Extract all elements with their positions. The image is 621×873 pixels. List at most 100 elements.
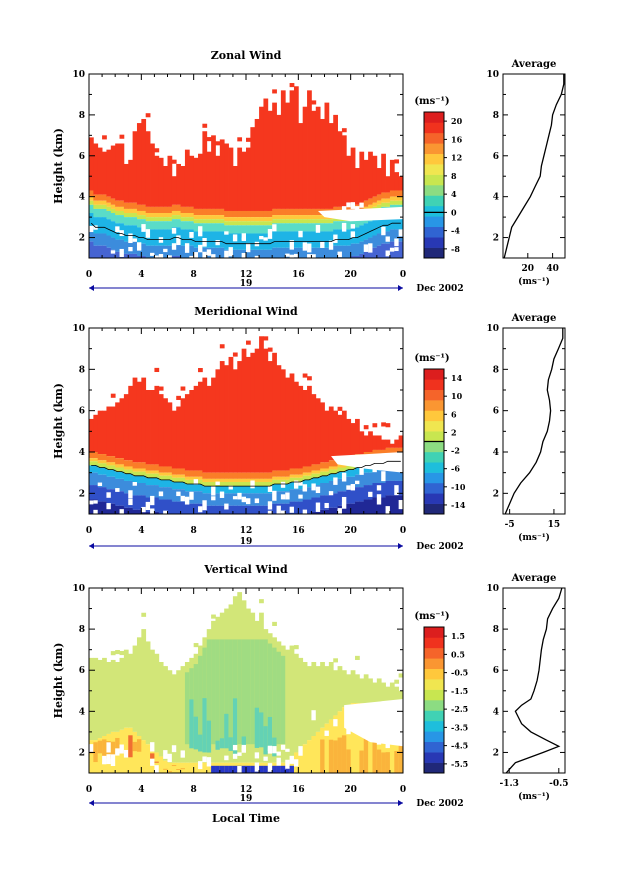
data-gap [211,486,216,496]
heatmap-cell [141,471,147,476]
heatmap-cell [376,204,382,209]
heatmap-cell [171,219,177,228]
colorbar-swatch [424,700,444,711]
heatmap-cell [224,217,229,222]
axes: 0 4 8 12 16 20 0 2 4 6 8 10 Height (km) [52,324,406,536]
heatmap-cell [241,639,247,745]
heatmap-cell [246,765,251,773]
heatmap-cell [289,477,295,482]
heatmap-cell [363,732,369,773]
heatmap-cell [102,208,107,218]
heatmap-cell [280,247,286,258]
heatmap-cell [311,473,317,478]
heatmap-cell [359,474,365,488]
heatmap-cell [337,414,343,459]
heatmap-cell [224,472,229,479]
heatmap-cell [136,471,142,476]
heatmap-cell [350,243,356,256]
heatmap-cell [250,233,256,250]
heatmap-cell [237,249,243,258]
heatmap-cell [376,497,382,514]
heatmap-cell [341,505,347,514]
heatmap-cell [328,406,334,461]
heatmap-cell [176,255,181,258]
heatmap-cell [119,143,125,201]
heatmap-cell [202,647,208,745]
heatmap-cell [363,223,369,240]
colorbar-tick-label: -10 [451,482,466,492]
heatmap-cell [180,213,186,218]
heatmap-cell [224,639,229,745]
data-gap [128,490,134,498]
heatmap-cell [328,460,334,467]
data-gap [110,757,116,767]
heatmap-cell [285,470,291,477]
heatmap-cell [97,467,103,475]
heatmap-cell [311,208,317,216]
x-tick-label: 4 [138,785,144,795]
data-gap [119,744,125,754]
heatmap-cell [302,744,308,773]
heatmap-cell [215,505,221,514]
heatmap-cell [363,159,369,201]
heatmap-cell [206,219,212,224]
heatmap-cell [110,406,116,457]
heatmap-cell [394,200,400,205]
data-gap [189,491,195,500]
heatmap-cell [302,247,308,258]
heatmap-cell [289,215,295,220]
heatmap-cell [285,208,291,216]
data-gap [350,202,356,209]
heatmap-cell [320,247,325,258]
heatmap-cell [119,215,125,224]
data-gap [206,757,212,767]
y-tick-label: 2 [79,748,85,758]
heatmap-cell [333,410,338,461]
heatmap-cell [311,231,317,248]
heatmap-cell [350,465,356,470]
heatmap-cell [171,481,177,490]
heatmap-cell [102,463,107,468]
heatmap-cell [189,213,195,218]
heatmap-cell [184,217,190,222]
heatmap-cell [293,501,299,514]
heatmap-cell [150,229,155,246]
heatmap-cell [293,231,299,248]
heatmap-cell [276,484,282,492]
heatmap-cell [385,202,391,207]
heatmap-cell [97,463,103,468]
heatmap-cell [136,227,142,244]
heatmap-cell [202,493,208,506]
heatmap-cell [241,736,247,749]
heatmap-cell [381,202,386,207]
heatmap-cell [219,738,225,749]
heatmap-cell [389,213,395,230]
heatmap-cell [372,202,378,207]
data-gap [272,224,277,232]
heatmap-cell [237,493,243,506]
heatmap-cell [263,478,269,482]
heatmap-cell [333,245,338,258]
data-gap [381,471,386,482]
colorbar-frame [423,626,445,774]
colorbar-swatch [424,451,444,463]
heatmap-cell [115,200,120,207]
heatmap-cell [132,741,138,752]
heatmap-cell [272,102,277,209]
data-gap [163,248,168,253]
data-gap [158,254,164,260]
heatmap-cell [184,149,190,207]
heatmap-cell [254,486,260,494]
heatmap-cell [97,460,103,464]
heatmap-cell [110,469,116,477]
heatmap-cell [193,664,199,745]
colorbar-swatch [424,731,444,743]
heatmap-cell [211,223,216,232]
data-gap [289,755,295,764]
heatmap-cell [263,765,269,773]
heatmap-cell [398,690,404,704]
heatmap-cell [359,217,365,226]
heatmap-cell [394,159,400,164]
heatmap-cell [376,749,382,773]
heatmap-cell [211,231,216,248]
